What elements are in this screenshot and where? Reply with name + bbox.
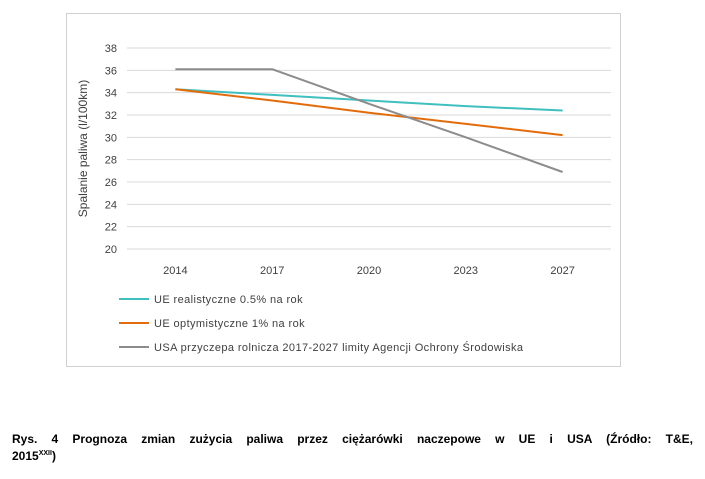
series-line xyxy=(175,88,563,137)
y-tick-label: 24 xyxy=(105,199,117,211)
y-tick-label: 20 xyxy=(105,244,117,256)
y-tick-label: 32 xyxy=(105,110,117,122)
x-tick-label: 2014 xyxy=(163,265,187,277)
x-tick-labels: 2014 2017 2020 2023 2027 xyxy=(163,265,575,277)
grid-lines xyxy=(127,47,611,250)
y-tick-label: 38 xyxy=(105,43,117,55)
figure-caption-line2: 2015XXII) xyxy=(12,449,56,463)
series-lines xyxy=(175,68,563,173)
y-tick-label: 26 xyxy=(105,177,117,189)
x-tick-label: 2020 xyxy=(357,265,381,277)
y-tick-label: 30 xyxy=(105,132,117,144)
y-tick-label: 36 xyxy=(105,65,117,77)
x-tick-label: 2027 xyxy=(550,265,574,277)
y-tick-label: 22 xyxy=(105,222,117,234)
series-line xyxy=(175,88,563,112)
caption-year: 2015 xyxy=(12,449,39,463)
chart-frame: 20 22 24 26 28 30 32 34 36 38 2014 2017 2020 2023 202… xyxy=(66,13,621,367)
caption-reference: XXII xyxy=(38,450,52,457)
legend-label: USA przyczepa rolnicza 2017-2027 limity … xyxy=(154,341,524,354)
y-tick-label: 34 xyxy=(105,88,117,100)
legend-label: UE realistyczne 0.5% na rok xyxy=(154,294,303,306)
legend: UE realistyczne 0.5% na rok UE optymistyc… xyxy=(119,294,524,354)
x-tick-label: 2017 xyxy=(260,265,284,277)
y-tick-label: 28 xyxy=(105,155,117,167)
x-tick-label: 2023 xyxy=(454,265,478,277)
legend-label: UE optymistyczne 1% na rok xyxy=(154,318,305,330)
y-tick-labels: 20 22 24 26 28 30 32 34 36 38 xyxy=(105,43,117,256)
caption-close: ) xyxy=(51,449,56,463)
y-axis-title: Spalanie paliwa (l/100km) xyxy=(76,80,90,217)
line-chart: 20 22 24 26 28 30 32 34 36 38 2014 2017 2020 2023 202… xyxy=(76,43,611,354)
figure-caption: Rys. 4 Prognoza zmian zużycia paliwa prz… xyxy=(12,432,693,446)
series-line xyxy=(175,68,563,173)
